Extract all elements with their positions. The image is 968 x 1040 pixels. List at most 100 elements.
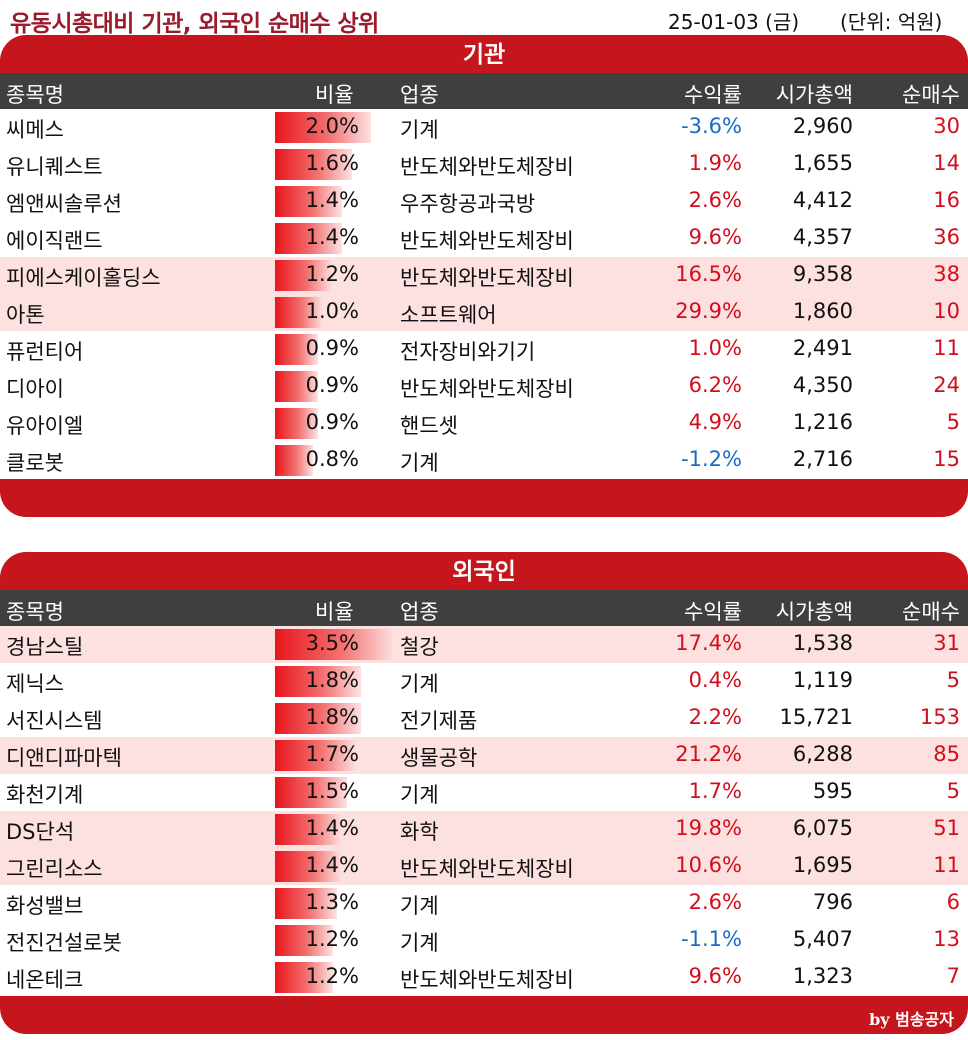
net-buy: 10: [933, 299, 960, 323]
stock-name: 화천기계: [6, 783, 84, 807]
report-header: 유동시총대비 기관, 외국인 순매수 상위 25-01-03 (금) (단위: …: [0, 0, 968, 37]
net-buy: 6: [946, 890, 960, 914]
col-net-buy: 순매수: [902, 83, 960, 107]
return-rate: 6.2%: [688, 373, 742, 397]
net-buy: 5: [946, 410, 960, 434]
ratio-bar: [275, 445, 314, 476]
stock-name: 디앤디파마텍: [6, 746, 122, 770]
report-date: 25-01-03 (금): [668, 10, 800, 34]
stock-name: 제닉스: [6, 672, 64, 696]
col-return: 수익률: [684, 600, 742, 624]
foreign-footer-band: by 범송공자: [0, 996, 968, 1034]
market-cap: 1,216: [792, 410, 853, 434]
market-cap: 1,860: [792, 299, 853, 323]
market-cap: 9,358: [792, 262, 853, 286]
market-cap: 1,655: [792, 151, 853, 175]
ratio-bar: [275, 740, 357, 771]
ratio-bar: [275, 777, 347, 808]
ratio-bar: [275, 334, 319, 365]
ratio-bar: [275, 629, 395, 660]
ratio-value: 1.4%: [305, 188, 359, 212]
ratio-value: 1.7%: [305, 742, 359, 766]
market-cap: 1,538: [792, 631, 853, 655]
ratio-value: 1.4%: [305, 853, 359, 877]
table-row: 제닉스 1.8% 기계 0.4% 1,119 5: [0, 663, 968, 700]
col-market-cap: 시가총액: [775, 600, 853, 624]
stock-name: 퓨런티어: [6, 340, 84, 364]
market-cap: 4,357: [792, 225, 853, 249]
return-rate: 16.5%: [675, 262, 742, 286]
return-rate: -1.1%: [681, 927, 742, 951]
ratio-value: 1.0%: [305, 299, 359, 323]
table-row: 퓨런티어 0.9% 전자장비와기기 1.0% 2,491 11: [0, 331, 968, 368]
ratio-bar: [275, 925, 333, 956]
market-cap: 6,288: [792, 742, 853, 766]
table-row: 피에스케이홀딩스 1.2% 반도체와반도체장비 16.5% 9,358 38: [0, 257, 968, 294]
market-cap: 595: [812, 779, 853, 803]
stock-name: 피에스케이홀딩스: [6, 266, 161, 290]
net-buy: 11: [933, 853, 960, 877]
stock-name: 디아이: [6, 377, 64, 401]
net-buy: 30: [933, 114, 960, 138]
ratio-value: 1.2%: [305, 964, 359, 988]
stock-name: 엠앤씨솔루션: [6, 192, 122, 216]
ratio-bar: [275, 408, 319, 439]
industry: 철강: [400, 635, 439, 659]
table-row: 전진건설로봇 1.2% 기계 -1.1% 5,407 13: [0, 922, 968, 959]
return-rate: 9.6%: [688, 225, 742, 249]
market-cap: 2,960: [792, 114, 853, 138]
col-industry: 업종: [400, 83, 439, 107]
ratio-value: 0.9%: [305, 410, 359, 434]
col-market-cap: 시가총액: [775, 83, 853, 107]
table-row: 엠앤씨솔루션 1.4% 우주항공과국방 2.6% 4,412 16: [0, 183, 968, 220]
industry: 기계: [400, 451, 439, 475]
industry: 반도체와반도체장비: [400, 377, 574, 401]
table-row: 씨메스 2.0% 기계 -3.6% 2,960 30: [0, 109, 968, 146]
ratio-value: 1.2%: [305, 927, 359, 951]
net-buy: 85: [933, 742, 960, 766]
net-buy: 11: [933, 336, 960, 360]
industry: 기계: [400, 783, 439, 807]
ratio-bar: [275, 149, 352, 180]
return-rate: 21.2%: [675, 742, 742, 766]
ratio-bar: [275, 666, 362, 697]
stock-name: 경남스틸: [6, 635, 84, 659]
foreign-section: 외국인 종목명 비율 업종 수익률 시가총액 순매수 경남스틸 3.5% 철강 17.…: [0, 552, 968, 1034]
net-buy: 51: [933, 816, 960, 840]
ratio-value: 1.5%: [305, 779, 359, 803]
ratio-bar: [275, 371, 319, 402]
net-buy: 7: [946, 964, 960, 988]
industry: 기계: [400, 894, 439, 918]
foreign-rows: 경남스틸 3.5% 철강 17.4% 1,538 31 제닉스 1.8% 기계 0.4% 1,119…: [0, 626, 968, 996]
table-row: 클로봇 0.8% 기계 -1.2% 2,716 15: [0, 442, 968, 479]
net-buy: 15: [933, 447, 960, 471]
stock-name: 아톤: [6, 303, 45, 327]
institution-footer-band: [0, 479, 968, 517]
return-rate: 1.7%: [688, 779, 742, 803]
ratio-value: 1.4%: [305, 816, 359, 840]
table-row: 화천기계 1.5% 기계 1.7% 595 5: [0, 774, 968, 811]
table-row: 디아이 0.9% 반도체와반도체장비 6.2% 4,350 24: [0, 368, 968, 405]
net-buy: 36: [933, 225, 960, 249]
table-row: 유니퀘스트 1.6% 반도체와반도체장비 1.9% 1,655 14: [0, 146, 968, 183]
col-industry: 업종: [400, 600, 439, 624]
ratio-value: 1.8%: [305, 705, 359, 729]
market-cap: 2,491: [792, 336, 853, 360]
ratio-bar: [275, 297, 323, 328]
ratio-value: 1.3%: [305, 890, 359, 914]
return-rate: 17.4%: [675, 631, 742, 655]
ratio-bar: [275, 851, 343, 882]
institution-title: 기관: [0, 35, 968, 73]
foreign-title: 외국인: [0, 552, 968, 590]
industry: 반도체와반도체장비: [400, 155, 574, 179]
ratio-value: 0.8%: [305, 447, 359, 471]
stock-name: 씨메스: [6, 118, 64, 142]
market-cap: 796: [812, 890, 853, 914]
ratio-value: 1.2%: [305, 262, 359, 286]
col-net-buy: 순매수: [902, 600, 960, 624]
net-buy: 24: [933, 373, 960, 397]
ratio-bar: [275, 888, 338, 919]
report-title: 유동시총대비 기관, 외국인 순매수 상위: [10, 11, 379, 37]
ratio-value: 1.8%: [305, 668, 359, 692]
stock-name: 유니퀘스트: [6, 155, 103, 179]
